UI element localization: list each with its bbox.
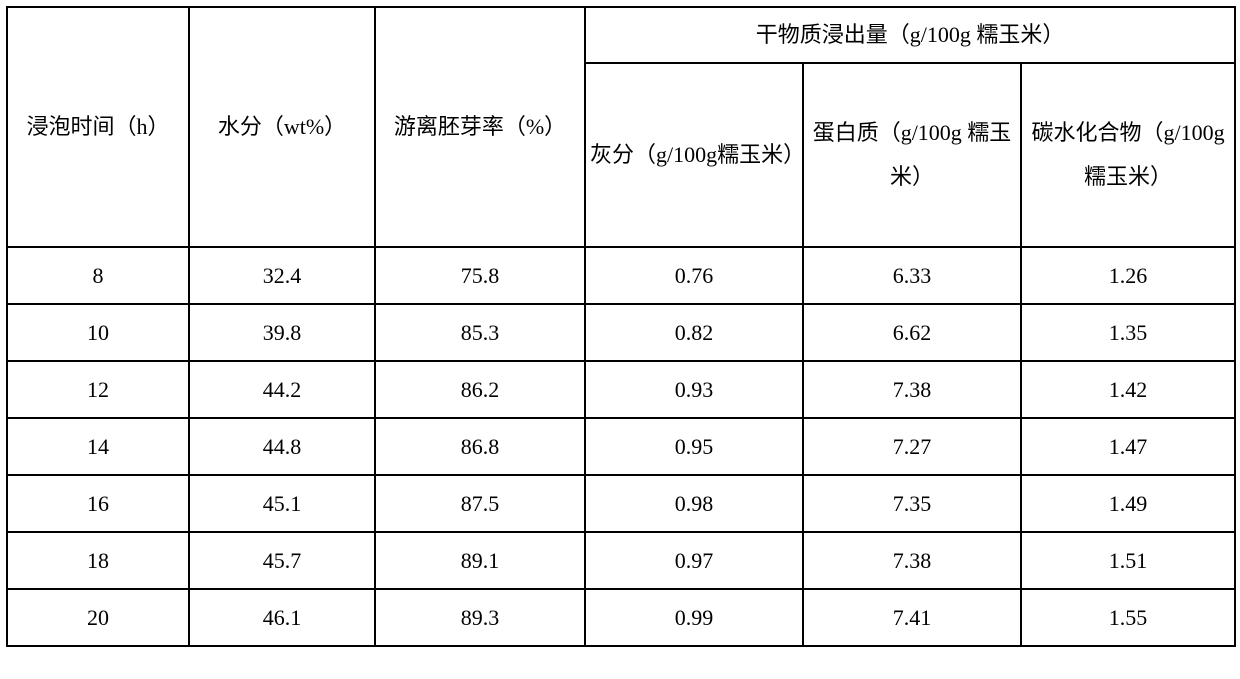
table-cell: 89.1 <box>375 532 585 589</box>
table-cell: 46.1 <box>189 589 375 646</box>
table-cell: 45.1 <box>189 475 375 532</box>
col-header-protein: 蛋白质（g/100g 糯玉米） <box>803 63 1021 247</box>
table-row: 2046.189.30.997.411.55 <box>7 589 1235 646</box>
col-header-dry-matter-group: 干物质浸出量（g/100g 糯玉米） <box>585 7 1235 63</box>
col-header-soak-time: 浸泡时间（h） <box>7 7 189 247</box>
table-cell: 1.35 <box>1021 304 1235 361</box>
table-cell: 0.98 <box>585 475 803 532</box>
table-cell: 0.95 <box>585 418 803 475</box>
col-header-moisture: 水分（wt%） <box>189 7 375 247</box>
table-cell: 10 <box>7 304 189 361</box>
table-header-row-1: 浸泡时间（h） 水分（wt%） 游离胚芽率（%） 干物质浸出量（g/100g 糯… <box>7 7 1235 63</box>
table-row: 1039.885.30.826.621.35 <box>7 304 1235 361</box>
table-cell: 20 <box>7 589 189 646</box>
table-cell: 7.27 <box>803 418 1021 475</box>
table-cell: 6.33 <box>803 247 1021 304</box>
table-body: 832.475.80.766.331.261039.885.30.826.621… <box>7 247 1235 646</box>
table-cell: 1.26 <box>1021 247 1235 304</box>
table-row: 1444.886.80.957.271.47 <box>7 418 1235 475</box>
table-cell: 39.8 <box>189 304 375 361</box>
table-cell: 0.93 <box>585 361 803 418</box>
table-cell: 32.4 <box>189 247 375 304</box>
table-cell: 1.47 <box>1021 418 1235 475</box>
table-cell: 45.7 <box>189 532 375 589</box>
table-cell: 1.55 <box>1021 589 1235 646</box>
table-cell: 85.3 <box>375 304 585 361</box>
table-cell: 0.82 <box>585 304 803 361</box>
data-table: 浸泡时间（h） 水分（wt%） 游离胚芽率（%） 干物质浸出量（g/100g 糯… <box>6 6 1236 647</box>
table-row: 1244.286.20.937.381.42 <box>7 361 1235 418</box>
table-cell: 1.49 <box>1021 475 1235 532</box>
table-cell: 86.2 <box>375 361 585 418</box>
table-cell: 7.38 <box>803 532 1021 589</box>
table-cell: 0.97 <box>585 532 803 589</box>
table-row: 1845.789.10.977.381.51 <box>7 532 1235 589</box>
col-header-carbohydrate: 碳水化合物（g/100g 糯玉米） <box>1021 63 1235 247</box>
table-cell: 7.35 <box>803 475 1021 532</box>
table-cell: 6.62 <box>803 304 1021 361</box>
table-cell: 18 <box>7 532 189 589</box>
table-row: 1645.187.50.987.351.49 <box>7 475 1235 532</box>
table-cell: 7.41 <box>803 589 1021 646</box>
table-cell: 14 <box>7 418 189 475</box>
table-row: 832.475.80.766.331.26 <box>7 247 1235 304</box>
table-cell: 75.8 <box>375 247 585 304</box>
col-header-free-germ-rate: 游离胚芽率（%） <box>375 7 585 247</box>
table-cell: 87.5 <box>375 475 585 532</box>
table-cell: 89.3 <box>375 589 585 646</box>
table-cell: 44.8 <box>189 418 375 475</box>
table-cell: 44.2 <box>189 361 375 418</box>
table-cell: 1.51 <box>1021 532 1235 589</box>
table-cell: 86.8 <box>375 418 585 475</box>
table-cell: 8 <box>7 247 189 304</box>
table-cell: 12 <box>7 361 189 418</box>
table-cell: 16 <box>7 475 189 532</box>
table-cell: 7.38 <box>803 361 1021 418</box>
table-cell: 0.76 <box>585 247 803 304</box>
table-cell: 0.99 <box>585 589 803 646</box>
table-cell: 1.42 <box>1021 361 1235 418</box>
col-header-ash: 灰分（g/100g糯玉米） <box>585 63 803 247</box>
